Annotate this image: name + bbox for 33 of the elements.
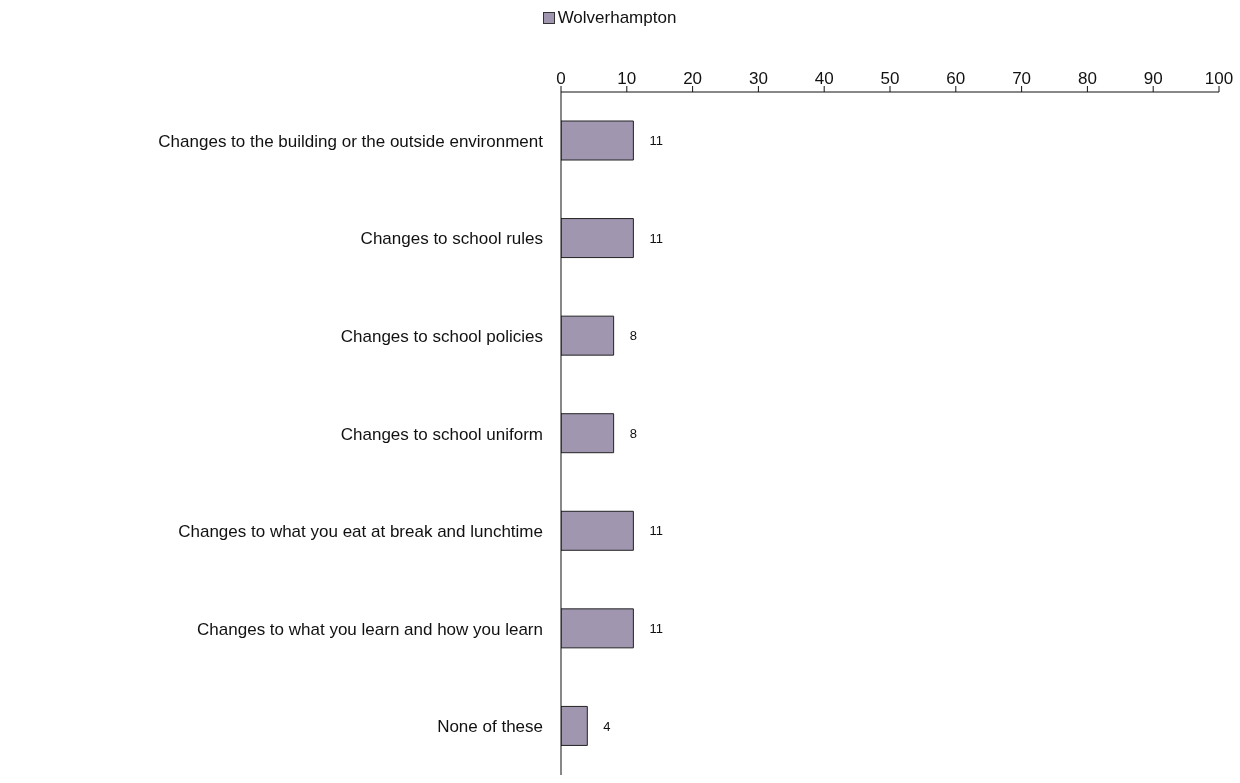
y-tick-label: Changes to school rules bbox=[360, 229, 543, 249]
y-tick-label: Changes to school policies bbox=[340, 326, 543, 346]
x-tick-label: 60 bbox=[946, 69, 966, 88]
x-tick-label: 30 bbox=[748, 69, 768, 88]
x-tick-label: 90 bbox=[1143, 69, 1163, 88]
x-tick-label: 0 bbox=[556, 69, 566, 88]
y-tick-label: Changes to school uniform bbox=[340, 424, 543, 444]
y-tick-label: Changes to what you learn and how you learn bbox=[197, 619, 543, 639]
data-label: 11 bbox=[649, 133, 663, 149]
bar bbox=[561, 608, 634, 649]
y-tick-label: None of these bbox=[437, 717, 543, 737]
bar bbox=[561, 705, 588, 746]
x-tick-label: 40 bbox=[814, 69, 834, 88]
bar bbox=[561, 413, 615, 454]
bar bbox=[561, 120, 634, 161]
data-label: 8 bbox=[629, 425, 637, 441]
bar bbox=[561, 315, 615, 356]
bar bbox=[561, 218, 634, 259]
data-label: 8 bbox=[629, 328, 637, 344]
x-tick-label: 50 bbox=[880, 69, 900, 88]
x-tick-label: 80 bbox=[1077, 69, 1097, 88]
data-label: 11 bbox=[649, 230, 663, 246]
x-tick-label: 70 bbox=[1012, 69, 1032, 88]
y-tick-label: Changes to what you eat at break and lunchtime bbox=[178, 522, 543, 542]
bar bbox=[561, 510, 634, 551]
x-tick-label: 100 bbox=[1204, 69, 1234, 88]
x-tick-label: 10 bbox=[617, 69, 637, 88]
legend-label: Wolverhampton bbox=[556, 8, 677, 28]
data-label: 11 bbox=[649, 620, 663, 636]
y-tick-label: Changes to the building or the outside environment bbox=[158, 131, 544, 151]
data-label: 11 bbox=[649, 523, 663, 539]
x-tick-label: 20 bbox=[683, 69, 703, 88]
data-label: 4 bbox=[603, 718, 611, 734]
